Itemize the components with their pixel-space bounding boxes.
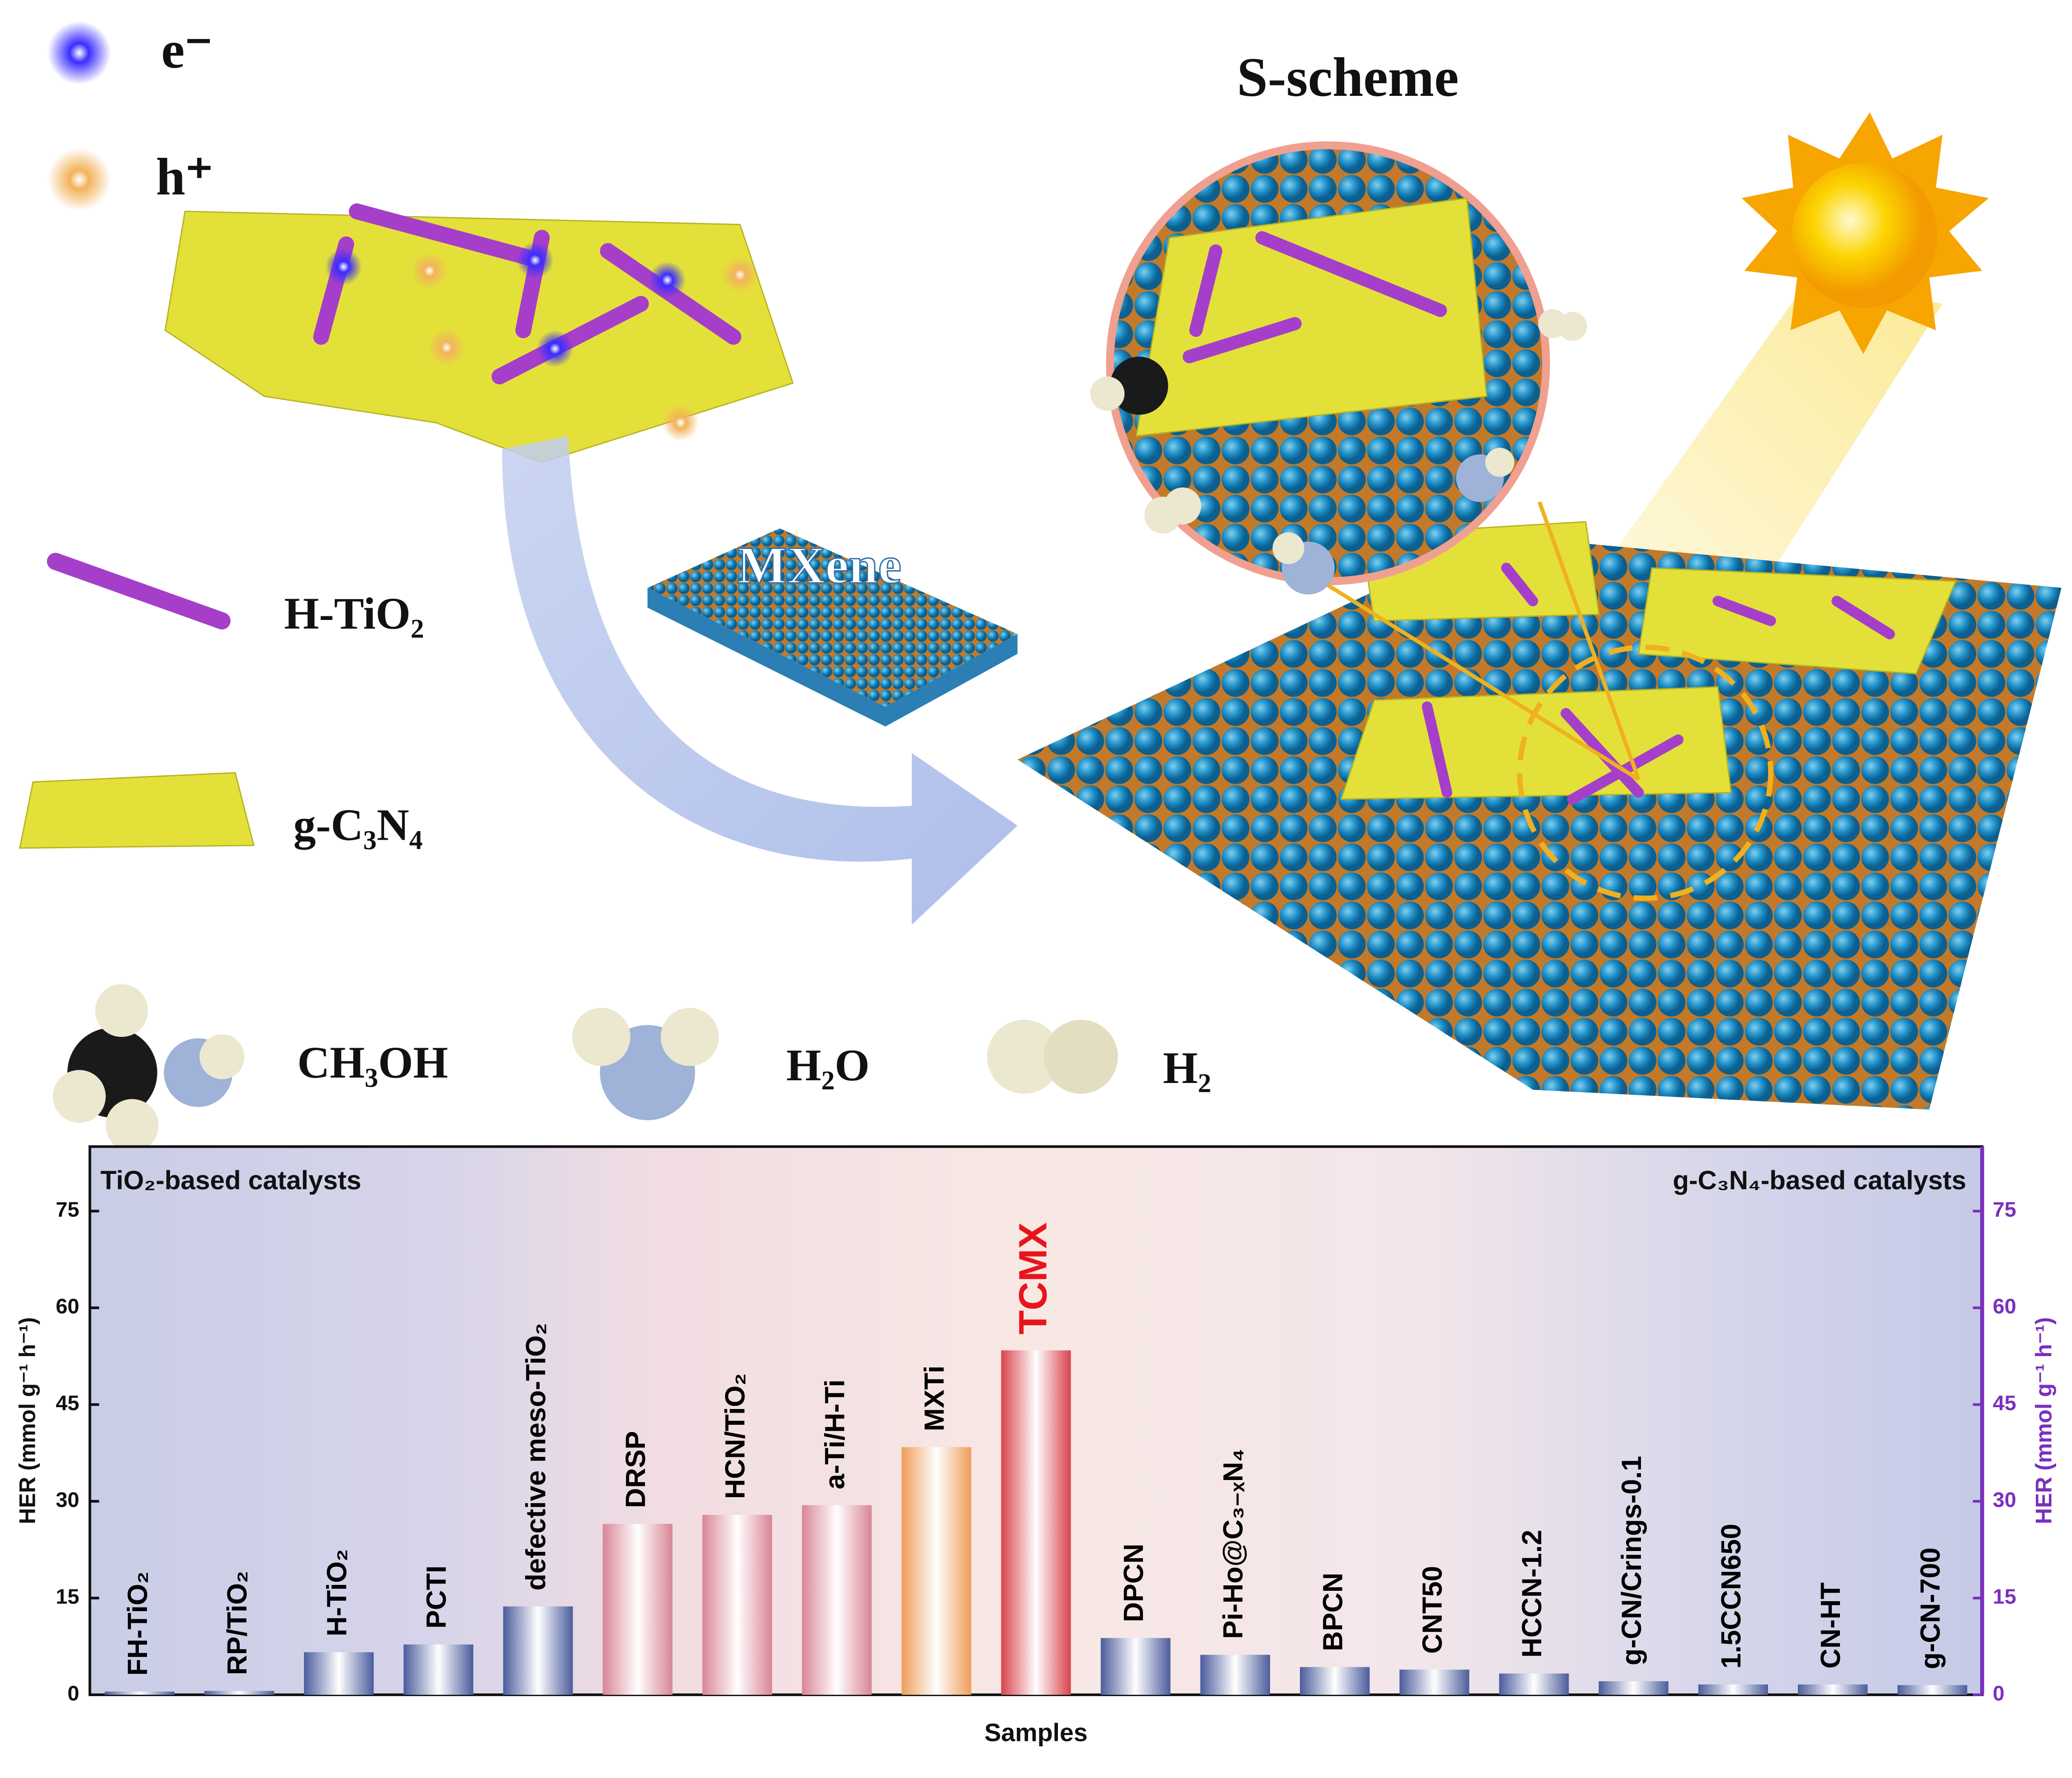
bar-category-label: a-Ti/H-Ti	[819, 1380, 850, 1490]
y-tick-label: 45	[56, 1391, 79, 1414]
y-tick-label: 60	[56, 1295, 79, 1318]
molecule-label: H₂O	[786, 1040, 869, 1090]
bar	[1001, 1350, 1071, 1695]
bar-category-label: DPCN	[1118, 1544, 1149, 1622]
y2-tick-label: 15	[1993, 1584, 2016, 1608]
bar	[503, 1606, 573, 1695]
carrier-label: e⁻	[161, 21, 213, 80]
bar	[602, 1524, 673, 1695]
y-tick-label: 15	[56, 1584, 79, 1608]
chart: 0 15 30 45 60 75 0 15 30 45 60 75 HER (mmol g⁻¹ h⁻¹)…	[14, 1146, 2057, 1746]
bar	[1598, 1681, 1669, 1695]
bar-category-label: g-CN-700	[1914, 1547, 1945, 1669]
mxene-block	[647, 528, 1018, 707]
bar	[403, 1644, 474, 1695]
bar-category-label: g-CN/Crings-0.1	[1616, 1456, 1647, 1665]
electron-icon	[47, 21, 111, 85]
hydrogen-icon	[987, 1020, 1118, 1094]
bar-category-label: 1.5CCN650	[1715, 1524, 1746, 1669]
bar-category-label: TCMX	[1011, 1222, 1055, 1334]
bar-category-label: MXTi	[919, 1366, 950, 1431]
bar-category-label: HCCN-1.2	[1516, 1530, 1547, 1658]
mxene-label: MXene	[737, 536, 901, 595]
bar	[1200, 1655, 1270, 1695]
zoom-rods	[1182, 231, 1447, 364]
bar-category-label: CN-HT	[1815, 1582, 1846, 1669]
bar	[304, 1652, 374, 1695]
bar	[1399, 1669, 1470, 1695]
bar-category-label: defective meso-TiO₂	[520, 1323, 551, 1591]
bar	[1698, 1684, 1768, 1695]
y2-tick-label: 45	[1993, 1391, 2016, 1414]
bar-category-label: RP/TiO₂	[221, 1571, 252, 1675]
y-axis-title: HER (mmol g⁻¹ h⁻¹)	[14, 1317, 40, 1524]
bar-category-label: DRSP	[620, 1431, 651, 1508]
y2-tick-label: 0	[1993, 1681, 2005, 1705]
charge-carriers	[325, 241, 759, 441]
bar	[1499, 1673, 1569, 1695]
y-tick-label: 75	[56, 1198, 79, 1221]
carrier-label: h⁺	[156, 148, 213, 206]
scene-molecules	[1090, 309, 1587, 595]
sheet-icon	[19, 772, 255, 849]
zoom-ring	[1517, 644, 1773, 901]
process-arrow	[502, 436, 1018, 925]
molecule-label: CH₃OH	[297, 1038, 448, 1088]
scheme-title: S-scheme	[1237, 47, 1459, 108]
bar-category-label: FH-TiO₂	[122, 1571, 153, 1676]
hole-icon	[47, 148, 111, 212]
zoom-line	[1320, 579, 1640, 781]
light-beam	[1612, 277, 1943, 595]
y2-tick-label: 60	[1993, 1295, 2016, 1318]
molecule-label: H₂	[1163, 1043, 1211, 1093]
mxene-slab	[1017, 535, 2062, 1110]
y2-tick-label: 75	[1993, 1198, 2016, 1221]
y2-axis-title: HER (mmol g⁻¹ h⁻¹)	[2031, 1317, 2057, 1524]
annotation: TiO₂-based catalysts	[100, 1166, 361, 1195]
mxene-edge	[647, 587, 1018, 727]
bar	[901, 1447, 972, 1695]
bar-category-label: CNT50	[1416, 1566, 1447, 1654]
bar	[204, 1691, 275, 1695]
bar	[702, 1515, 772, 1695]
water-icon	[572, 1007, 719, 1121]
bar-category-label: PCTI	[421, 1565, 452, 1629]
bar	[1300, 1667, 1370, 1695]
bar	[1100, 1638, 1171, 1695]
rod-icon	[47, 553, 231, 629]
y-tick-label: 30	[56, 1488, 79, 1511]
sun	[1792, 162, 1938, 308]
bar	[104, 1691, 175, 1695]
bar-category-label: BPCN	[1317, 1573, 1348, 1651]
zoom-line	[1537, 501, 1641, 780]
y-tick-label: 0	[67, 1681, 79, 1705]
bar-category-label: Pi-Ho@C₃₋ₓN₄	[1217, 1449, 1248, 1639]
x-axis-title: Samples	[984, 1718, 1087, 1746]
bar	[1797, 1684, 1868, 1695]
bar	[1897, 1685, 1968, 1695]
y2-tick-label: 30	[1993, 1488, 2016, 1511]
bar-category-label: H-TiO₂	[321, 1549, 352, 1636]
bar	[802, 1505, 872, 1695]
bar-category-label: HCN/TiO₂	[719, 1373, 750, 1499]
annotation: g-C₃N₄-based catalysts	[1673, 1166, 1966, 1195]
component-label: H-TiO₂	[284, 589, 424, 638]
methanol-icon	[52, 984, 245, 1152]
component-label: g-C₃N₄	[294, 800, 423, 850]
